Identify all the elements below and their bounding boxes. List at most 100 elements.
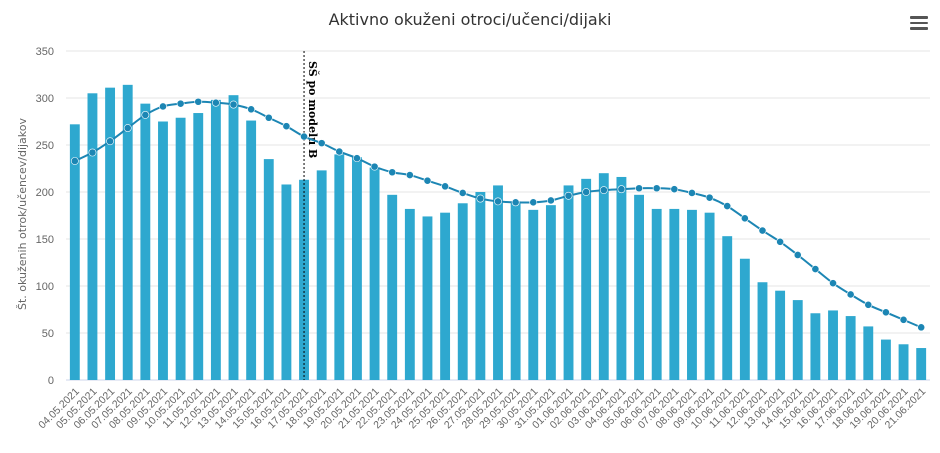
bar[interactable]: [316, 170, 327, 380]
bar[interactable]: [422, 216, 433, 380]
bar[interactable]: [493, 185, 503, 380]
y-tick-label: 150: [36, 234, 54, 246]
line-point[interactable]: [405, 171, 414, 179]
bar[interactable]: [387, 194, 398, 380]
bar[interactable]: [210, 99, 221, 380]
bar[interactable]: [651, 208, 662, 380]
line-point[interactable]: [688, 189, 696, 197]
bar[interactable]: [352, 157, 362, 380]
bar[interactable]: [916, 348, 927, 380]
line-point[interactable]: [564, 191, 573, 200]
line-point[interactable]: [123, 124, 132, 132]
bar[interactable]: [246, 120, 257, 380]
bar[interactable]: [281, 184, 292, 380]
bar[interactable]: [616, 176, 627, 380]
bar[interactable]: [581, 178, 592, 380]
line-point[interactable]: [353, 154, 361, 163]
line-point[interactable]: [317, 139, 326, 148]
line-point[interactable]: [176, 99, 185, 108]
bar[interactable]: [404, 208, 415, 380]
line-point[interactable]: [511, 198, 520, 207]
line-point[interactable]: [88, 148, 97, 157]
bar[interactable]: [775, 290, 786, 380]
line-point[interactable]: [864, 300, 873, 309]
bar[interactable]: [369, 167, 380, 380]
bar[interactable]: [528, 209, 539, 380]
bar[interactable]: [440, 212, 451, 380]
line-point[interactable]: [740, 214, 749, 223]
bar[interactable]: [669, 208, 680, 380]
line-point[interactable]: [846, 290, 855, 299]
bar[interactable]: [722, 236, 733, 380]
bar[interactable]: [598, 173, 609, 380]
line-point[interactable]: [599, 186, 608, 195]
bar[interactable]: [845, 316, 856, 380]
bar[interactable]: [810, 313, 821, 380]
bar[interactable]: [792, 300, 803, 380]
line-point[interactable]: [899, 315, 908, 324]
bar[interactable]: [334, 154, 345, 380]
hamburger-menu-icon[interactable]: [910, 16, 928, 30]
bar[interactable]: [739, 258, 750, 380]
line-point[interactable]: [106, 137, 114, 146]
bar[interactable]: [545, 205, 556, 380]
line-point[interactable]: [300, 132, 308, 141]
line-point[interactable]: [582, 188, 591, 196]
line-point[interactable]: [211, 98, 220, 107]
bar[interactable]: [122, 84, 133, 380]
bar[interactable]: [880, 339, 891, 380]
line-point[interactable]: [494, 197, 502, 206]
bar[interactable]: [193, 113, 204, 380]
y-axis: 0 50 100 150 200 250 300 350: [36, 46, 54, 387]
line-point[interactable]: [529, 198, 538, 207]
bar[interactable]: [898, 344, 909, 380]
bar[interactable]: [158, 121, 168, 381]
line-point[interactable]: [141, 111, 150, 119]
line-point[interactable]: [652, 184, 661, 193]
bar[interactable]: [457, 203, 468, 380]
bar[interactable]: [510, 201, 521, 380]
line-point[interactable]: [335, 147, 344, 156]
bar[interactable]: [140, 103, 151, 380]
line-point[interactable]: [829, 279, 837, 288]
line-point[interactable]: [723, 202, 732, 210]
line-point[interactable]: [882, 308, 890, 317]
bar[interactable]: [87, 93, 98, 381]
line-point[interactable]: [670, 185, 679, 194]
bar[interactable]: [563, 185, 574, 380]
line-point[interactable]: [441, 182, 450, 191]
line-point[interactable]: [247, 105, 256, 114]
bar[interactable]: [69, 124, 80, 380]
line-point[interactable]: [635, 184, 643, 193]
line-point[interactable]: [793, 251, 802, 259]
line-point[interactable]: [811, 265, 820, 273]
bar[interactable]: [263, 159, 274, 380]
bar[interactable]: [475, 192, 486, 380]
line-point[interactable]: [70, 157, 79, 165]
line-point[interactable]: [917, 323, 926, 332]
bar[interactable]: [175, 117, 186, 381]
bar[interactable]: [105, 87, 116, 380]
line-point[interactable]: [423, 176, 432, 185]
bar[interactable]: [757, 282, 768, 380]
bar[interactable]: [228, 95, 239, 381]
bar[interactable]: [704, 212, 715, 380]
line-point[interactable]: [758, 226, 767, 235]
line-point[interactable]: [194, 97, 203, 106]
line-point[interactable]: [546, 196, 555, 205]
line-point[interactable]: [282, 122, 291, 131]
line-point[interactable]: [370, 162, 379, 171]
line-point[interactable]: [264, 113, 273, 122]
line-point[interactable]: [776, 237, 785, 246]
line-point[interactable]: [159, 102, 167, 111]
bar[interactable]: [863, 326, 874, 380]
line-point[interactable]: [617, 185, 626, 194]
line-point[interactable]: [705, 193, 714, 202]
bar[interactable]: [634, 194, 644, 380]
bar[interactable]: [687, 209, 697, 380]
bar[interactable]: [828, 310, 838, 380]
line-point[interactable]: [388, 168, 397, 177]
line-point[interactable]: [229, 100, 238, 109]
line-point[interactable]: [476, 194, 485, 203]
line-point[interactable]: [458, 189, 467, 197]
